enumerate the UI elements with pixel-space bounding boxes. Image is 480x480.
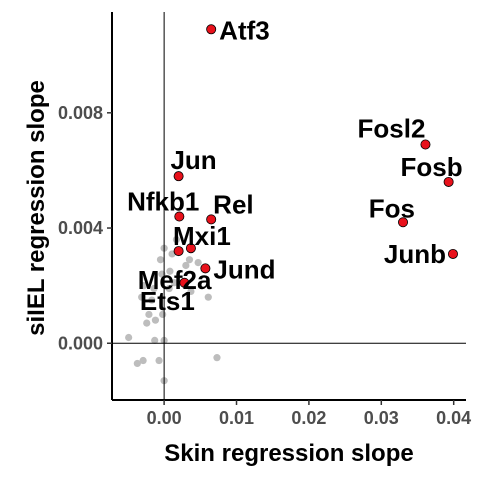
background-point [139,356,147,365]
background-point [140,282,148,290]
background-point [172,235,181,244]
background-point [187,287,195,296]
highlighted-point [443,176,454,187]
x-tick-label: 0.01 [219,408,254,428]
highlighted-point [447,248,458,259]
gene-label: Nfkb1 [127,187,199,217]
y-tick-label: 0.000 [58,333,103,353]
x-tick-label: 0.00 [147,408,182,428]
gene-label: Mef2a [138,265,212,295]
background-point [166,267,174,275]
highlighted-point [173,246,184,257]
gene-label: Atf3 [219,15,270,45]
background-point [155,356,163,365]
gene-label: Rel [213,189,253,219]
background-point [145,310,153,319]
gene-label: Jund [213,254,275,284]
background-point [182,261,190,270]
background-point [156,256,165,264]
x-tick-label: 0.02 [291,408,326,428]
gene-label: Fos [369,193,415,223]
background-point [125,333,133,342]
ticks-layer: 0.00 0.01 0.02 0.03 0.04 0.000 0.004 0.008 [58,103,471,428]
gene-labels-layer: Atf3 Fosl2 Jun Fosb Nfkb1 Rel Fos Mxi1 Mef2a Junb… [127,15,463,315]
background-point [150,284,158,293]
background-point [194,259,202,267]
reference-lines-layer [112,12,466,400]
background-point [148,296,156,304]
x-tick-label: 0.03 [364,408,399,428]
background-point [151,316,160,324]
background-point [213,354,221,362]
gene-label: Ets1 [140,286,195,316]
gene-label: Junb [384,239,446,269]
highlighted-point [185,243,196,254]
highlighted-point [420,139,431,150]
highlighted-point [206,214,217,225]
background-point [170,279,178,287]
background-point [151,336,159,344]
highlighted-point [174,211,185,222]
y-tick-label: 0.004 [58,218,103,238]
gene-label: Fosl2 [358,114,426,144]
highlighted-point [179,277,190,288]
gene-label: Fosb [401,152,463,182]
background-point [133,359,141,368]
gene-label: Mxi1 [173,221,231,251]
axes-layer [111,12,466,401]
background-point [165,284,173,293]
background-point [143,319,151,327]
background-point [138,293,146,301]
highlighted-point [206,24,217,35]
background-point [185,256,194,264]
gene-label: Jun [170,145,216,175]
y-axis-title: siIEL regression slope [23,80,50,336]
highlighted-point [398,217,409,228]
y-tick-label: 0.008 [58,103,103,123]
highlighted-point [173,171,184,182]
highlighted-points-layer [173,24,458,288]
x-tick-label: 0.04 [436,408,471,428]
background-point [204,293,212,301]
x-axis-title: Skin regression slope [164,440,413,467]
highlighted-point [200,263,211,274]
